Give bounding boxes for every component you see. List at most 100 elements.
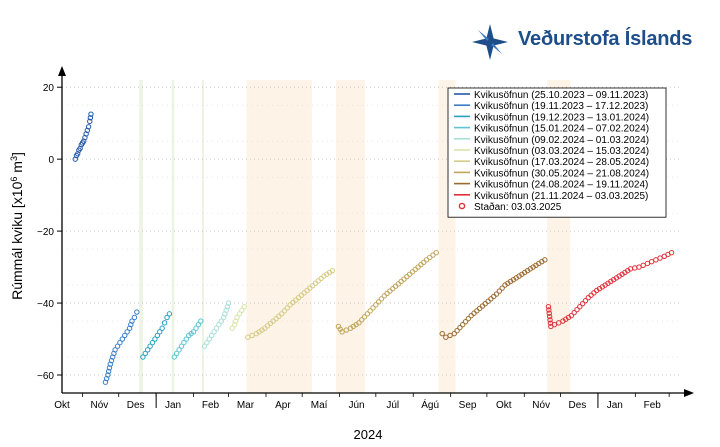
data-point <box>373 302 379 308</box>
data-point <box>547 317 553 323</box>
data-point <box>415 264 421 270</box>
data-point <box>85 124 92 130</box>
data-point <box>404 273 410 280</box>
data-point <box>134 309 140 315</box>
x-tick-label: Maí <box>311 400 328 411</box>
data-point <box>571 309 577 316</box>
data-point <box>241 303 247 310</box>
data-point <box>384 290 390 297</box>
data-point <box>585 294 591 301</box>
data-point <box>433 249 439 256</box>
eruption-band <box>171 80 175 393</box>
data-point <box>546 313 553 320</box>
logo: Veðurstofa Íslands <box>470 22 700 62</box>
data-point <box>157 329 163 335</box>
data-point <box>551 321 558 328</box>
data-point <box>496 288 503 294</box>
data-point <box>465 315 472 322</box>
data-point <box>193 325 199 331</box>
data-point <box>485 298 491 304</box>
data-point <box>112 347 118 353</box>
data-point <box>555 320 562 326</box>
data-point <box>164 314 170 321</box>
x-tick-label: Jan <box>165 400 181 411</box>
data-point <box>144 347 151 353</box>
legend: Kvikusöfnun (25.10.2023 – 09.11.2023)Kvi… <box>447 87 667 218</box>
data-point <box>281 308 288 314</box>
data-point <box>124 329 130 335</box>
data-series <box>102 309 140 385</box>
legend-entry: Kvikusöfnun (30.05.2024 – 21.08.2024) <box>474 168 649 179</box>
data-point <box>409 269 416 275</box>
data-point <box>234 314 240 321</box>
data-point <box>370 305 376 311</box>
data-point <box>166 311 173 317</box>
data-point <box>418 261 424 268</box>
x-tick-label: Feb <box>644 400 662 411</box>
data-point <box>105 368 112 375</box>
y-tick-label: 0 <box>48 155 54 166</box>
y-tick-label: −20 <box>37 227 54 238</box>
data-point <box>381 293 387 299</box>
data-series <box>545 249 675 330</box>
data-point <box>149 339 156 346</box>
data-point <box>147 343 153 349</box>
data-point <box>204 339 210 346</box>
data-point <box>236 311 243 317</box>
data-point <box>632 265 638 271</box>
x-tick-label: Júl <box>386 400 399 411</box>
data-point <box>546 310 552 316</box>
data-point <box>378 296 385 302</box>
data-point <box>401 276 407 282</box>
x-tick-label: Okt <box>54 400 70 411</box>
data-point <box>343 327 349 333</box>
data-series <box>72 111 94 162</box>
data-point <box>457 324 463 331</box>
data-point <box>574 306 580 313</box>
data-series <box>140 311 173 360</box>
data-point <box>318 275 324 282</box>
data-point <box>395 281 402 287</box>
legend-status-entry: Staðan: 03.03.2025 <box>474 201 562 213</box>
data-point <box>315 278 321 284</box>
data-point <box>390 285 396 292</box>
y-axis-arrow <box>58 66 66 76</box>
data-point <box>249 332 255 339</box>
data-point <box>152 336 158 342</box>
data-point <box>195 321 202 328</box>
y-tick-label: −40 <box>37 299 54 310</box>
eruption-band <box>202 80 205 393</box>
data-point <box>140 354 146 360</box>
x-tick-label: Feb <box>202 400 220 411</box>
data-series <box>439 257 548 340</box>
data-point <box>493 291 500 297</box>
data-point <box>462 318 469 325</box>
data-series <box>335 249 439 335</box>
x-tick-label: Des <box>569 400 587 411</box>
data-point <box>398 278 404 285</box>
data-point <box>173 350 180 357</box>
x-tick-label: Nóv <box>91 400 109 411</box>
data-point <box>657 255 663 261</box>
data-series <box>245 267 336 340</box>
data-point <box>183 336 190 342</box>
data-point <box>451 330 457 337</box>
data-point <box>229 325 235 331</box>
data-point <box>488 296 494 302</box>
data-point <box>208 332 215 339</box>
data-point <box>577 303 583 310</box>
data-point <box>122 332 128 339</box>
x-axis-label: 2024 <box>354 427 383 442</box>
x-tick-label: Ágú <box>421 398 439 411</box>
y-tick-label: 20 <box>43 83 55 94</box>
data-point <box>392 283 399 289</box>
data-point <box>668 249 675 256</box>
data-point <box>468 312 474 319</box>
data-point <box>591 290 597 296</box>
data-point <box>364 311 371 317</box>
data-point <box>479 303 486 309</box>
data-point <box>218 318 225 324</box>
data-point <box>131 314 138 321</box>
data-point <box>367 308 373 314</box>
data-point <box>588 292 594 298</box>
